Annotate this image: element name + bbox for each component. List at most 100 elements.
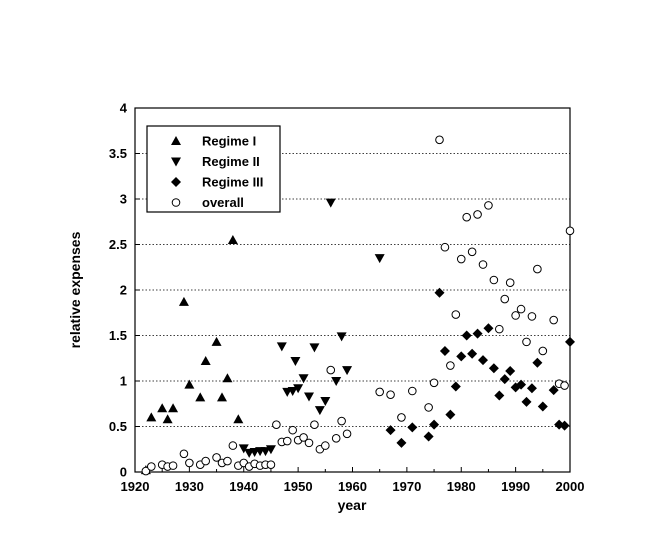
data-point bbox=[549, 315, 558, 325]
x-tick-label: 1990 bbox=[501, 479, 530, 494]
x-axis-title: year bbox=[338, 497, 367, 513]
data-point bbox=[287, 387, 298, 397]
data-point bbox=[342, 429, 352, 439]
data-point bbox=[450, 381, 461, 392]
data-point bbox=[211, 336, 222, 346]
data-point bbox=[461, 330, 472, 341]
x-tick-label: 1970 bbox=[392, 479, 421, 494]
data-point bbox=[375, 387, 384, 397]
data-point bbox=[429, 419, 440, 430]
data-point bbox=[505, 365, 516, 376]
data-point bbox=[298, 374, 309, 384]
data-point bbox=[439, 345, 450, 356]
data-point bbox=[462, 212, 471, 222]
data-point bbox=[141, 466, 151, 476]
data-point bbox=[184, 379, 195, 389]
data-point bbox=[396, 437, 407, 448]
data-point bbox=[304, 438, 314, 448]
data-point bbox=[168, 403, 179, 413]
data-point bbox=[565, 226, 575, 236]
data-point bbox=[533, 264, 542, 274]
series-regime-iii bbox=[385, 287, 575, 448]
data-point bbox=[440, 242, 450, 252]
y-tick-label: 2.5 bbox=[109, 237, 127, 252]
data-point bbox=[293, 384, 304, 394]
data-point bbox=[304, 392, 314, 402]
data-point bbox=[321, 441, 330, 450]
data-point bbox=[260, 447, 271, 457]
data-point bbox=[527, 312, 537, 321]
data-point bbox=[521, 396, 532, 407]
y-tick-label: 1 bbox=[120, 374, 127, 389]
data-point bbox=[309, 343, 320, 353]
data-point bbox=[320, 397, 331, 407]
data-point bbox=[331, 434, 341, 443]
data-point bbox=[407, 422, 418, 433]
data-point bbox=[488, 363, 499, 374]
data-point bbox=[337, 416, 346, 426]
data-point bbox=[522, 337, 531, 347]
data-point bbox=[212, 453, 221, 462]
series-overall bbox=[141, 135, 575, 476]
x-tick-label: 2000 bbox=[556, 479, 585, 494]
data-point bbox=[331, 377, 342, 386]
data-point bbox=[435, 135, 444, 145]
data-point bbox=[446, 361, 455, 370]
data-point bbox=[473, 210, 482, 219]
data-point bbox=[451, 310, 461, 319]
data-point bbox=[336, 332, 347, 342]
data-point bbox=[228, 441, 238, 450]
data-point bbox=[489, 275, 499, 285]
data-point bbox=[222, 373, 233, 383]
data-point bbox=[147, 462, 156, 471]
legend-marker-triangle-down bbox=[171, 157, 181, 167]
data-point bbox=[290, 356, 301, 366]
data-point bbox=[195, 392, 206, 402]
data-point bbox=[429, 378, 439, 388]
y-tick-label: 0.5 bbox=[109, 419, 127, 434]
data-point bbox=[526, 383, 537, 394]
data-point bbox=[146, 412, 157, 422]
data-point bbox=[386, 390, 395, 399]
x-tick-label: 1950 bbox=[284, 479, 313, 494]
data-point bbox=[494, 390, 505, 401]
data-point bbox=[483, 323, 494, 334]
data-point bbox=[548, 385, 559, 396]
data-point bbox=[200, 355, 211, 365]
data-point bbox=[456, 351, 467, 362]
data-point bbox=[272, 420, 281, 429]
series-regime-ii bbox=[238, 198, 385, 458]
data-point bbox=[423, 431, 434, 442]
data-point bbox=[516, 304, 526, 314]
data-point bbox=[374, 254, 385, 264]
data-point bbox=[326, 365, 336, 375]
data-point bbox=[478, 260, 488, 269]
data-point bbox=[532, 357, 543, 368]
legend-label: Regime I bbox=[202, 134, 256, 149]
data-point bbox=[276, 342, 287, 352]
data-point bbox=[484, 201, 493, 210]
data-point bbox=[434, 287, 445, 298]
data-point bbox=[516, 379, 527, 390]
data-point bbox=[238, 444, 249, 454]
legend-marker-circle-open bbox=[171, 198, 181, 207]
data-point bbox=[467, 348, 478, 359]
grid-lines bbox=[135, 153, 570, 427]
data-point bbox=[185, 458, 194, 468]
data-point bbox=[310, 420, 319, 429]
data-point bbox=[499, 374, 510, 385]
legend-label: Regime III bbox=[202, 175, 263, 190]
legend: Regime I Regime II Regime III overall bbox=[146, 125, 281, 213]
y-tick-label: 0 bbox=[120, 465, 127, 480]
data-point bbox=[265, 445, 276, 455]
legend-box bbox=[146, 125, 281, 213]
data-point bbox=[217, 392, 227, 402]
data-markers bbox=[140, 135, 575, 476]
data-point bbox=[288, 425, 297, 435]
data-point bbox=[565, 336, 575, 347]
data-point bbox=[325, 198, 336, 208]
data-point bbox=[538, 346, 548, 356]
data-point bbox=[505, 278, 515, 288]
data-point bbox=[223, 456, 232, 466]
x-tick-labels: 1920 1930 1940 1950 1960 1970 1980 1990 2000 bbox=[121, 479, 585, 494]
